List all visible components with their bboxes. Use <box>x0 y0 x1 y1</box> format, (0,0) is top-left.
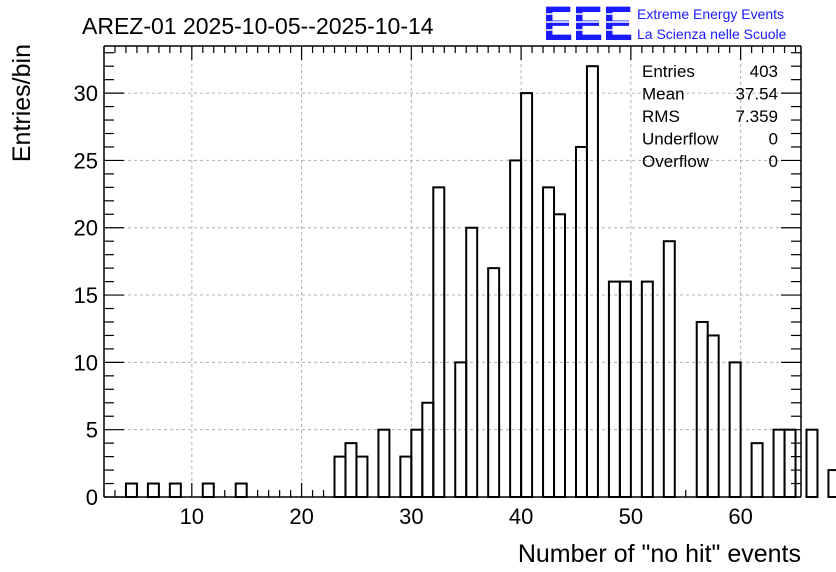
tick-marks <box>103 46 801 498</box>
tick-labels: 10 20 30 40 50 60 0 5 10 15 20 25 30 <box>74 81 753 529</box>
stats-box: Entries 403 Mean 37.54 RMS 7.359 Underflow 0 Ove… <box>642 62 778 171</box>
x-tick-label: 40 <box>509 504 533 529</box>
y-tick-label: 5 <box>86 418 98 443</box>
x-tick-label: 10 <box>180 504 204 529</box>
eee-logo-line2: La Scienza nelle Scuole <box>637 26 787 42</box>
histogram-bar <box>827 469 836 498</box>
y-tick-label: 0 <box>86 485 98 510</box>
x-tick-label: 20 <box>289 504 313 529</box>
stats-value: 37.54 <box>735 85 778 104</box>
eee-logo-mark: EEE <box>543 0 633 51</box>
stats-value: 7.359 <box>735 107 778 126</box>
eee-logo: EEE Extreme Energy Events La Scienza nel… <box>543 0 787 51</box>
stats-label: RMS <box>642 107 680 126</box>
y-axis-label: Entries/bin <box>8 44 36 162</box>
axes <box>103 45 802 498</box>
stats-value: 403 <box>750 62 778 81</box>
x-tick-label: 60 <box>728 504 752 529</box>
stats-value: 0 <box>769 152 778 171</box>
grid-lines <box>104 46 801 497</box>
y-tick-label: 30 <box>74 81 98 106</box>
stats-value: 0 <box>769 130 778 149</box>
x-axis-label: Number of "no hit" events <box>518 540 801 568</box>
stats-label: Underflow <box>642 130 719 149</box>
y-tick-label: 25 <box>74 148 98 173</box>
stats-label: Overflow <box>642 152 710 171</box>
y-tick-label: 15 <box>74 283 98 308</box>
stats-label: Mean <box>642 85 685 104</box>
x-tick-label: 50 <box>619 504 643 529</box>
y-tick-label: 20 <box>74 216 98 241</box>
x-tick-label: 30 <box>399 504 423 529</box>
stats-label: Entries <box>642 62 695 81</box>
y-tick-label: 10 <box>74 350 98 375</box>
eee-logo-line1: Extreme Energy Events <box>637 6 784 22</box>
chart-title: AREZ-01 2025-10-05--2025-10-14 <box>82 13 434 39</box>
histogram-bar <box>805 428 819 498</box>
